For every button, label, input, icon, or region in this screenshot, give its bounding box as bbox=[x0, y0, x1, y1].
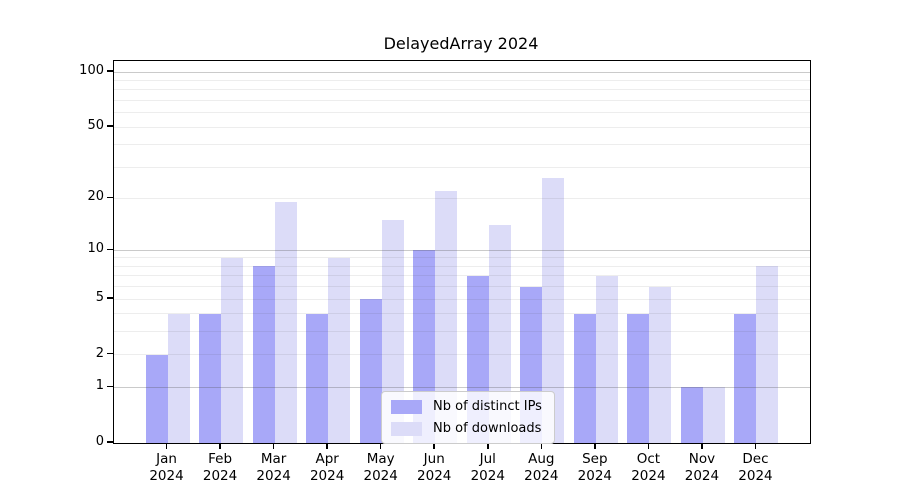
x-tick-label: Jan 2024 bbox=[149, 451, 184, 484]
y-tick-mark bbox=[107, 196, 113, 199]
y-tick-mark bbox=[107, 248, 113, 251]
bar-downloads bbox=[488, 225, 511, 443]
bar-distinct-ips bbox=[359, 299, 382, 443]
x-tick-mark bbox=[433, 443, 435, 449]
x-tick-mark bbox=[540, 443, 543, 449]
y-tick-label: 10 bbox=[87, 241, 104, 257]
x-tick-mark bbox=[487, 443, 489, 449]
x-tick-mark bbox=[272, 443, 275, 449]
y-tick-label: 5 bbox=[95, 290, 104, 305]
y-tick-label: 50 bbox=[87, 118, 104, 134]
x-tick-label: May 2024 bbox=[363, 451, 398, 484]
x-tick-label: Mar 2024 bbox=[256, 451, 291, 484]
bar-downloads bbox=[328, 258, 351, 443]
x-tick-label: Jun 2024 bbox=[417, 451, 452, 484]
legend-label-downloads: Nb of downloads bbox=[433, 421, 542, 436]
bar-downloads bbox=[702, 387, 725, 443]
bar-downloads bbox=[274, 202, 297, 443]
x-tick-mark bbox=[647, 443, 650, 449]
x-tick-mark bbox=[701, 443, 703, 449]
bar-downloads bbox=[167, 313, 190, 443]
y-tick-mark bbox=[107, 385, 113, 388]
x-tick-mark bbox=[219, 443, 221, 449]
legend-swatch-downloads-icon bbox=[391, 421, 422, 436]
x-tick-label: Aug 2024 bbox=[524, 451, 559, 484]
bar-distinct-ips bbox=[573, 313, 596, 443]
x-tick-mark bbox=[326, 443, 328, 449]
y-tick-label: 1 bbox=[95, 378, 104, 394]
y-tick-mark bbox=[107, 352, 113, 355]
y-tick-mark bbox=[107, 125, 113, 127]
bar-distinct-ips bbox=[252, 266, 275, 443]
legend-row-distinct-ips: Nb of distinct IPs bbox=[391, 397, 542, 416]
y-tick-mark bbox=[107, 70, 113, 72]
x-tick-mark bbox=[379, 443, 382, 449]
y-tick-label: 0 bbox=[95, 434, 104, 449]
x-tick-mark bbox=[165, 443, 168, 449]
bar-distinct-ips bbox=[306, 313, 329, 443]
x-tick-label: Apr 2024 bbox=[309, 451, 345, 484]
y-tick-mark bbox=[107, 297, 113, 299]
legend-label-distinct-ips: Nb of distinct IPs bbox=[433, 399, 542, 414]
y-tick-label: 20 bbox=[87, 189, 104, 205]
x-tick-label: Nov 2024 bbox=[684, 451, 720, 484]
bar-distinct-ips bbox=[145, 354, 168, 443]
x-tick-label: Jul 2024 bbox=[470, 451, 505, 484]
bar-distinct-ips bbox=[627, 313, 650, 443]
bar-downloads bbox=[649, 286, 672, 443]
bar-distinct-ips bbox=[734, 313, 757, 443]
y-tick-label: 100 bbox=[79, 63, 104, 79]
bar-distinct-ips bbox=[199, 313, 222, 443]
x-tick-label: Dec 2024 bbox=[738, 451, 773, 484]
legend-row-downloads: Nb of downloads bbox=[391, 419, 542, 438]
bar-downloads bbox=[756, 266, 779, 443]
bars-layer bbox=[114, 61, 810, 443]
x-tick-label: Sep 2024 bbox=[577, 451, 613, 484]
chart-title: DelayedArray 2024 bbox=[383, 34, 539, 53]
x-tick-label: Feb 2024 bbox=[202, 451, 238, 484]
bar-downloads bbox=[435, 191, 458, 443]
plot-area: Nb of distinct IPs Nb of downloads bbox=[113, 60, 811, 444]
bar-downloads bbox=[595, 275, 618, 443]
x-tick-label: Oct 2024 bbox=[631, 451, 666, 484]
legend-swatch-distinct-ips-icon bbox=[391, 399, 422, 414]
legend: Nb of distinct IPs Nb of downloads bbox=[381, 391, 555, 444]
bar-distinct-ips bbox=[680, 387, 703, 443]
y-tick-label: 2 bbox=[95, 345, 104, 361]
x-tick-mark bbox=[754, 443, 757, 449]
bar-downloads bbox=[221, 258, 244, 443]
x-tick-mark bbox=[594, 443, 596, 449]
y-tick-mark bbox=[107, 441, 113, 443]
bar-downloads bbox=[381, 220, 404, 443]
bar-downloads bbox=[542, 178, 565, 443]
